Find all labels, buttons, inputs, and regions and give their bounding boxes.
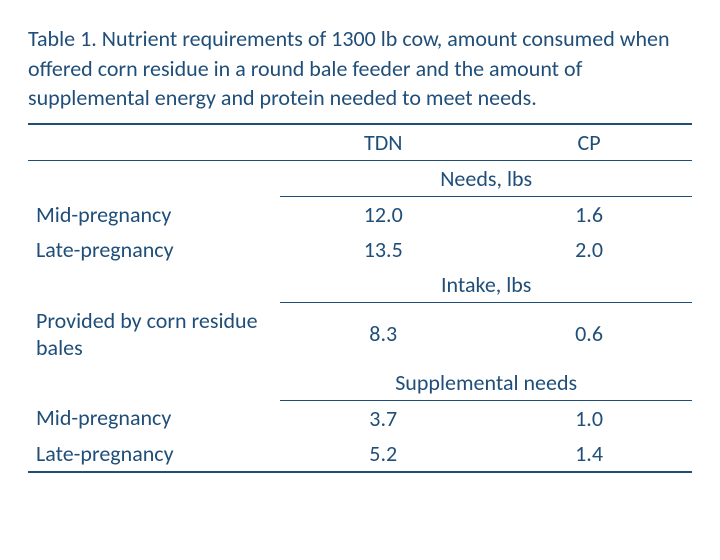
col-cp-header: CP xyxy=(486,124,692,161)
cell-cp: 1.0 xyxy=(486,400,692,436)
section-header-intake: Intake, lbs xyxy=(28,267,692,303)
row-label: Mid-pregnancy xyxy=(28,197,280,233)
section-header-label: Supplemental needs xyxy=(280,365,692,401)
cell-tdn: 8.3 xyxy=(280,303,486,365)
section-header-label: Intake, lbs xyxy=(280,267,692,303)
cell-tdn: 5.2 xyxy=(280,436,486,472)
section-header-needs: Needs, lbs xyxy=(28,161,692,197)
cell-tdn: 3.7 xyxy=(280,400,486,436)
cell-cp: 0.6 xyxy=(486,303,692,365)
cell-cp: 1.4 xyxy=(486,436,692,472)
section-header-supplemental: Supplemental needs xyxy=(28,365,692,401)
row-label: Provided by corn residue bales xyxy=(28,303,280,365)
section-header-label: Needs, lbs xyxy=(280,161,692,197)
row-label: Mid-pregnancy xyxy=(28,400,280,436)
table-row: Late-pregnancy 13.5 2.0 xyxy=(28,232,692,267)
col-blank xyxy=(28,124,280,161)
row-label: Late-pregnancy xyxy=(28,232,280,267)
table-row: Late-pregnancy 5.2 1.4 xyxy=(28,436,692,472)
table-title: Table 1. Nutrient requirements of 1300 l… xyxy=(28,24,692,113)
table-row: Mid-pregnancy 12.0 1.6 xyxy=(28,197,692,233)
table-row: Provided by corn residue bales 8.3 0.6 xyxy=(28,303,692,365)
row-label: Late-pregnancy xyxy=(28,436,280,472)
nutrient-table: TDN CP Needs, lbs Mid-pregnancy 12.0 1.6… xyxy=(28,123,692,473)
cell-cp: 1.6 xyxy=(486,197,692,233)
col-tdn-header: TDN xyxy=(280,124,486,161)
table-row: Mid-pregnancy 3.7 1.0 xyxy=(28,400,692,436)
cell-tdn: 13.5 xyxy=(280,232,486,267)
cell-cp: 2.0 xyxy=(486,232,692,267)
cell-tdn: 12.0 xyxy=(280,197,486,233)
column-header-row: TDN CP xyxy=(28,124,692,161)
